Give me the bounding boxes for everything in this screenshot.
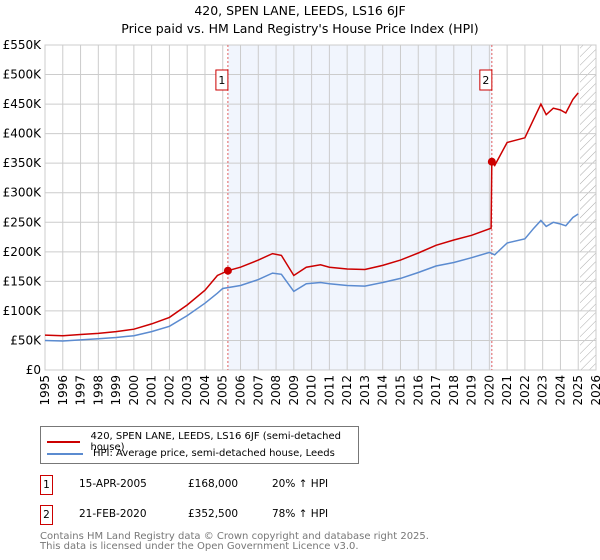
legend-label: 420, SPEN LANE, LEEDS, LS16 6JF (semi-de… — [90, 431, 342, 453]
y-tick-label: £0 — [26, 363, 41, 377]
y-tick-label: £50K — [10, 333, 42, 347]
x-tick-label: 2020 — [482, 375, 496, 406]
y-tick-label: £150K — [3, 274, 43, 288]
sale-badge: 1 — [40, 475, 53, 495]
y-tick-label: £500K — [3, 68, 43, 82]
y-tick-label: £450K — [3, 97, 43, 111]
x-tick-label: 2000 — [127, 375, 141, 406]
footer-licence: This data is licensed under the Open Gov… — [40, 541, 359, 552]
x-tick-label: 2001 — [145, 375, 159, 406]
y-tick-label: £400K — [3, 127, 43, 141]
chart-subtitle: Price paid vs. HM Land Registry's House … — [121, 21, 479, 36]
property-price-line — [44, 92, 579, 337]
x-tick-label: 2002 — [162, 375, 176, 406]
sale-annotation-box — [479, 69, 493, 91]
sale-badge: 2 — [40, 505, 53, 525]
legend-swatch-red — [47, 441, 81, 443]
x-tick-label: 2012 — [340, 375, 354, 406]
price-chart: £0 £50K £100K £150K £200K £250K £300K £350K £400… — [3, 38, 600, 406]
plot-frame — [44, 44, 597, 371]
x-tick-label: 2019 — [465, 375, 479, 406]
x-tick-label: 1997 — [74, 375, 88, 406]
sale-hpi: 78% ↑ HPI — [272, 508, 329, 520]
x-tick-label: 2017 — [429, 375, 443, 406]
shaded-period — [227, 45, 492, 370]
x-tick-label: 2009 — [287, 375, 301, 406]
sale-date: 15-APR-2005 — [79, 478, 147, 490]
x-tick-label: 2015 — [393, 375, 407, 406]
x-tick-label: 2025 — [571, 375, 585, 406]
legend-label: HPI: Average price, semi-detached house,… — [93, 448, 335, 459]
x-tick-label: 2010 — [305, 375, 319, 406]
sale-annotation-label: 1 — [218, 74, 225, 87]
sale-point — [223, 266, 232, 275]
x-tick-label: 2022 — [518, 375, 532, 406]
sale-annotation-box — [215, 69, 229, 91]
legend-swatch-blue — [47, 452, 83, 455]
x-tick-label: 2004 — [198, 375, 212, 406]
legend: 420, SPEN LANE, LEEDS, LS16 6JF (semi-de… — [40, 426, 359, 464]
x-tick-label: 2026 — [589, 375, 600, 406]
sale-price: £352,500 — [188, 508, 239, 520]
x-tick-label: 2023 — [536, 375, 550, 406]
x-tick-label: 1998 — [91, 375, 105, 406]
x-tick-label: 1995 — [38, 375, 52, 406]
legend-item-hpi: HPI: Average price, semi-detached house,… — [47, 448, 335, 459]
sale-price: £168,000 — [188, 478, 239, 490]
footer-copyright: Contains HM Land Registry data © Crown c… — [40, 531, 429, 542]
x-tick-label: 2024 — [553, 375, 567, 406]
x-tick-label: 2003 — [180, 375, 194, 406]
x-tick-label: 2014 — [376, 375, 390, 406]
x-tick-label: 2021 — [500, 375, 514, 406]
x-tick-label: 2011 — [322, 375, 336, 406]
x-tick-label: 1999 — [109, 375, 123, 406]
y-tick-label: £350K — [3, 156, 43, 170]
sale-date: 21-FEB-2020 — [79, 508, 147, 520]
y-tick-label: £300K — [3, 186, 43, 200]
y-tick-label: £200K — [3, 245, 43, 259]
sale-annotation-label: 2 — [482, 74, 489, 87]
y-tick-label: £550K — [3, 38, 43, 52]
x-tick-label: 1996 — [56, 375, 70, 406]
legend-item-property: 420, SPEN LANE, LEEDS, LS16 6JF (semi-de… — [47, 431, 358, 453]
y-tick-label: £100K — [3, 304, 43, 318]
y-tick-label: £250K — [3, 215, 43, 229]
x-tick-label: 2007 — [251, 375, 265, 406]
x-tick-label: 2008 — [269, 375, 283, 406]
sale-point — [487, 157, 496, 166]
x-tick-label: 2016 — [411, 375, 425, 406]
chart-title: 420, SPEN LANE, LEEDS, LS16 6JF — [194, 3, 406, 18]
x-tick-label: 2005 — [216, 375, 230, 406]
footer: Contains HM Land Registry data © Crown c… — [40, 532, 429, 552]
hpi-line — [44, 213, 579, 342]
x-tick-label: 2006 — [234, 375, 248, 406]
x-tick-label: 2013 — [358, 375, 372, 406]
sale-hpi: 20% ↑ HPI — [272, 478, 329, 490]
future-hatch — [580, 45, 596, 370]
x-tick-label: 2018 — [447, 375, 461, 406]
